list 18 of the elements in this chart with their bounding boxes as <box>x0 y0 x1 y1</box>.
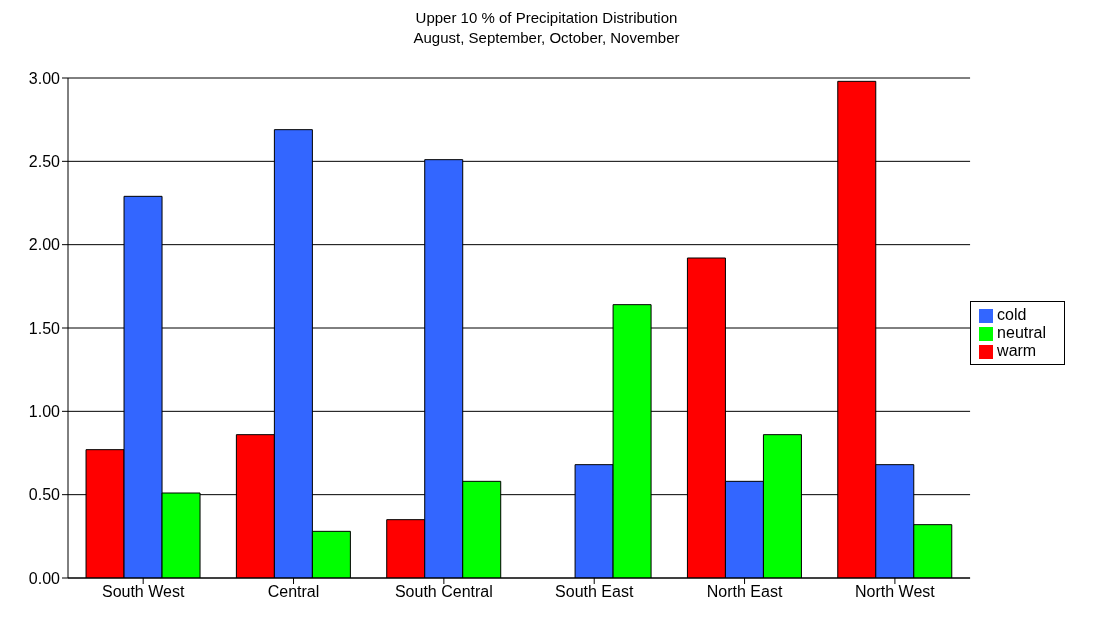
chart-title: Upper 10 % of Precipitation Distribution <box>414 8 679 28</box>
legend-label: neutral <box>997 324 1046 341</box>
x-tick-label: Central <box>267 583 320 601</box>
x-tick-label: South East <box>555 583 634 601</box>
y-tick-label: 1.00 <box>28 403 61 421</box>
x-tick-label: North West <box>855 583 936 601</box>
y-tick-label: 3.00 <box>28 69 61 87</box>
x-tick-label: South West <box>101 583 185 601</box>
x-tick-label: South Central <box>394 583 493 601</box>
legend-label: cold <box>997 306 1027 323</box>
y-tick-label: 1.50 <box>28 319 61 337</box>
x-tick-label: North East <box>706 583 783 601</box>
y-tick-label: 2.50 <box>28 153 61 171</box>
legend-label: warm <box>997 342 1037 359</box>
y-tick-label: 0.50 <box>28 486 61 504</box>
y-tick-label: 2.00 <box>28 236 61 254</box>
chart-subtitle: August, September, October, November <box>412 28 681 48</box>
y-tick-label: 0.00 <box>28 569 61 587</box>
